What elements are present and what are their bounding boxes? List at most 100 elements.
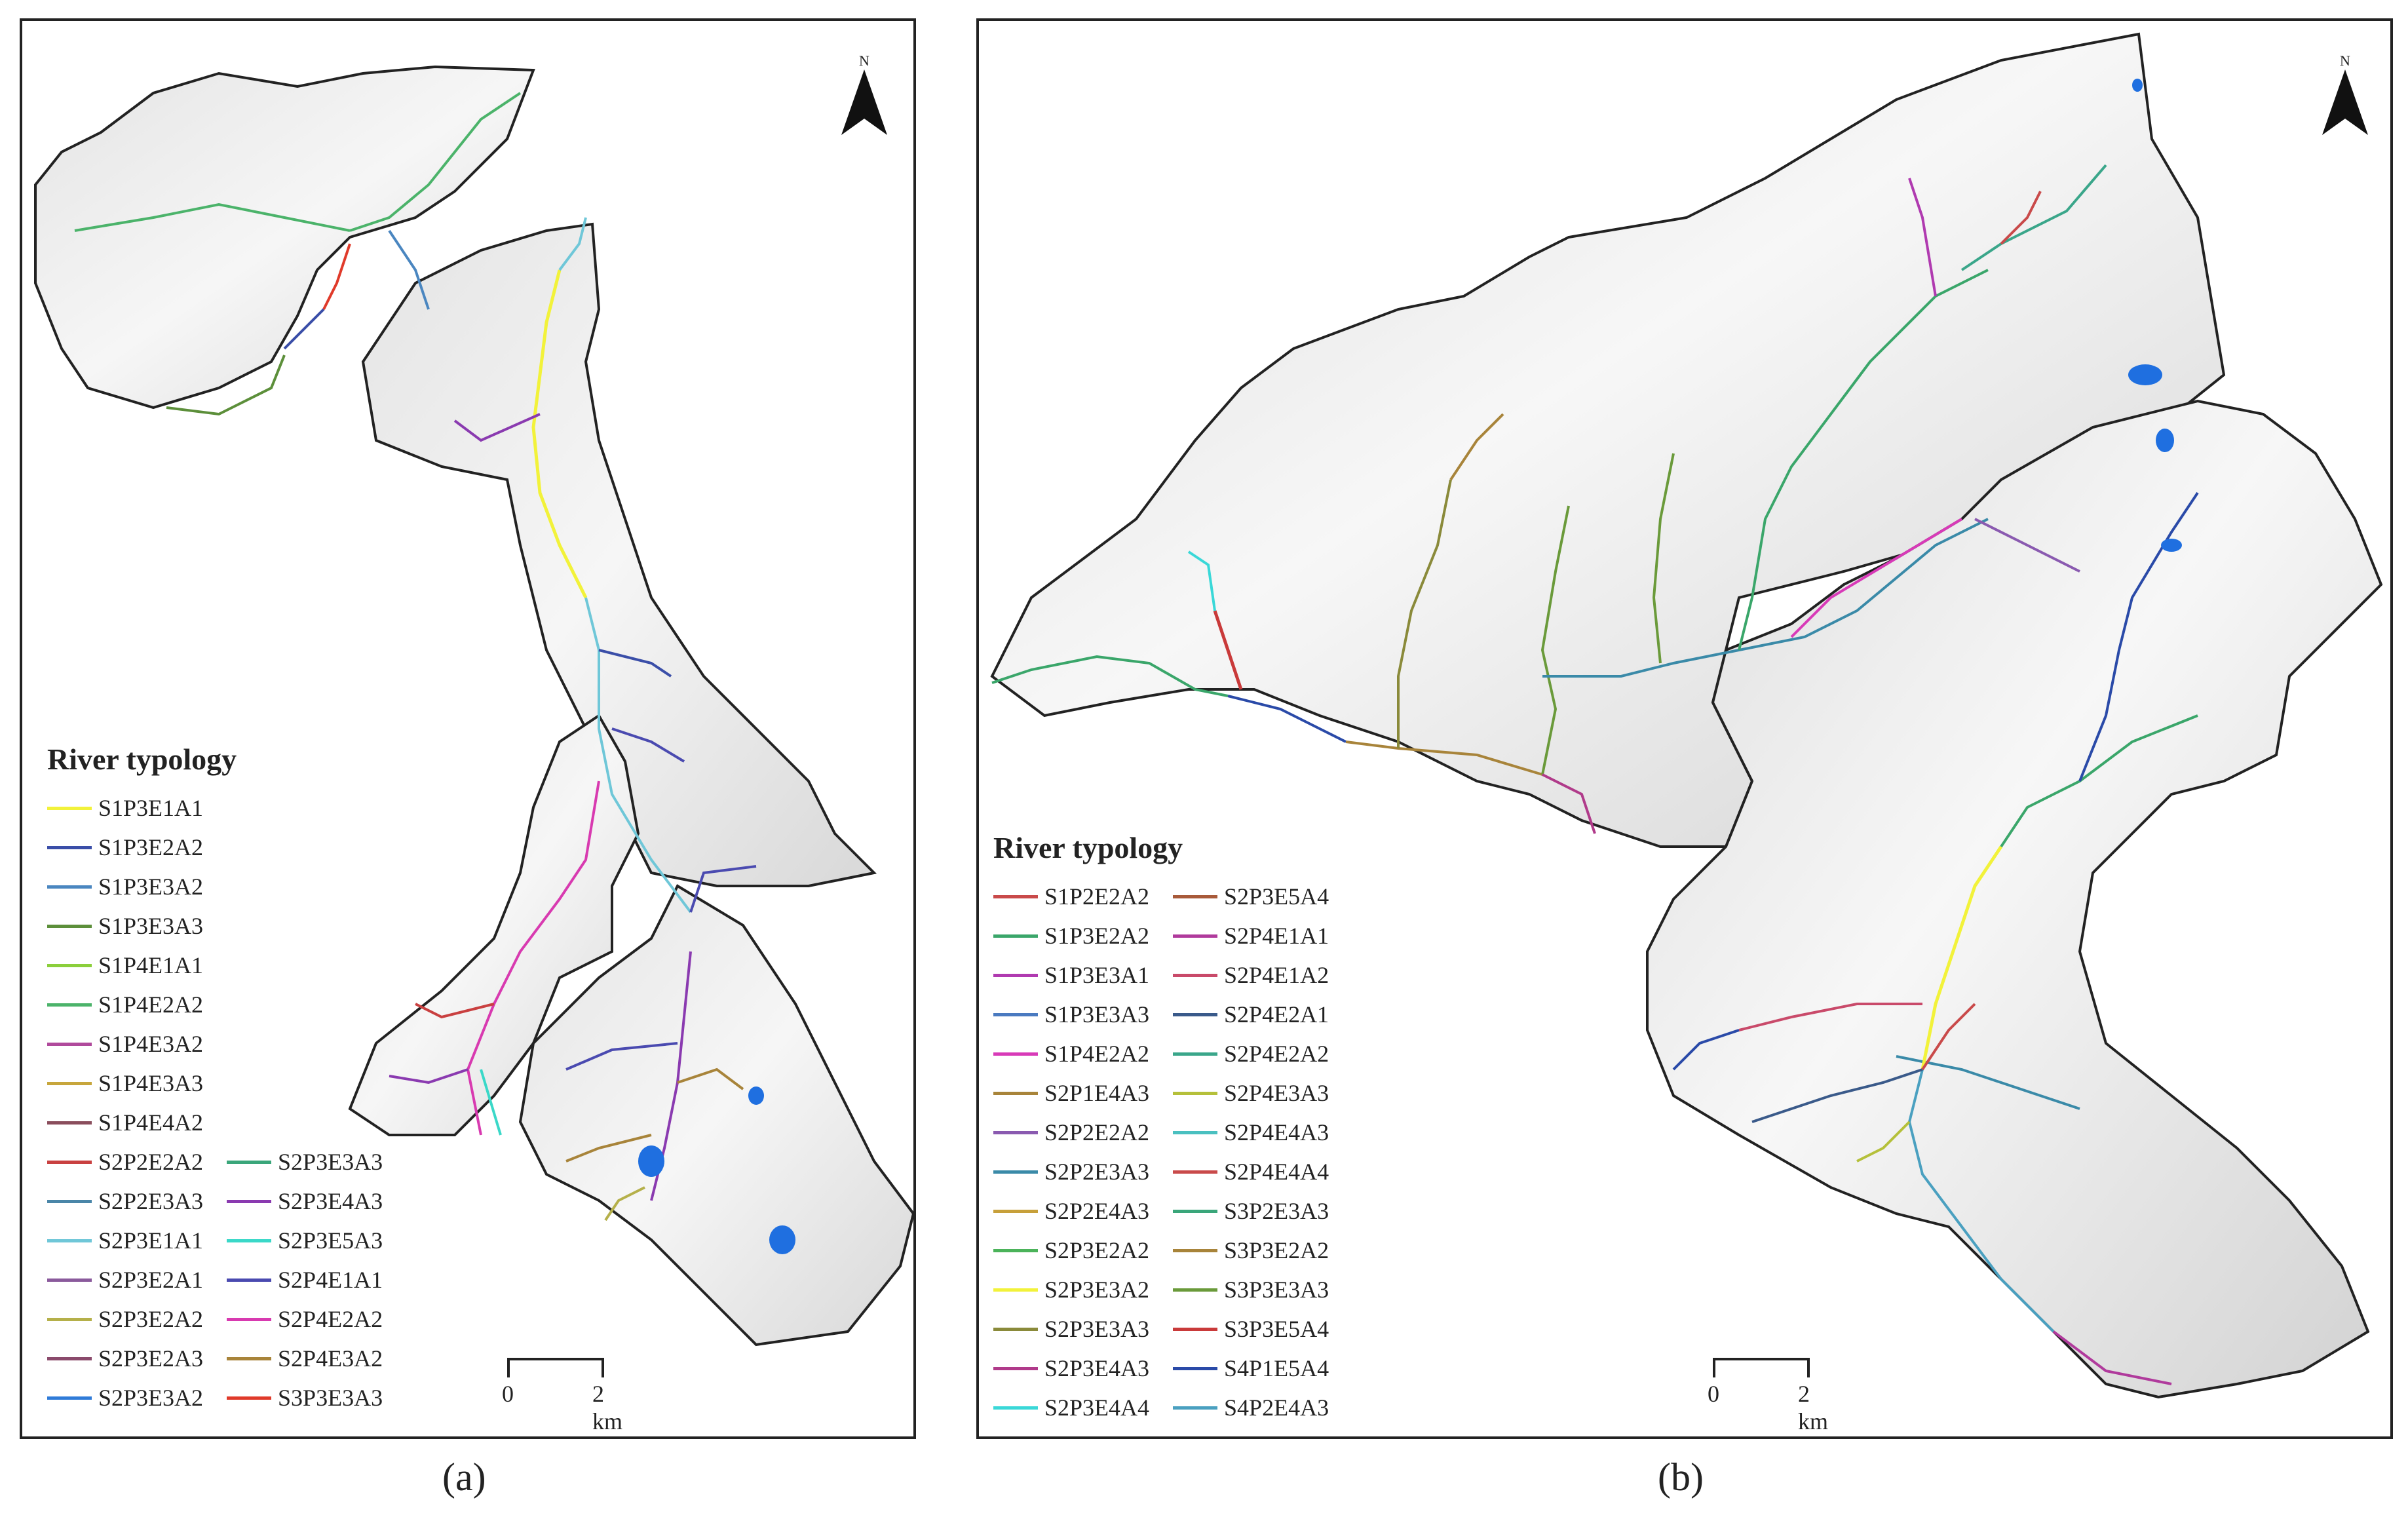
legend-swatch (1173, 934, 1218, 938)
legend-column-2: S2P3E5A4 S2P4E1A1 S2P4E1A2 S2P4E2A1 S2P4… (1173, 877, 1329, 1427)
river-segment (1652, 453, 1675, 664)
scale-bar: 0 2 km (1708, 1358, 1828, 1434)
legend-item: S1P4E3A3 (47, 1064, 203, 1103)
legend-item: S2P3E4A4 (993, 1388, 1149, 1427)
legend-item: S1P3E2A2 (47, 828, 203, 867)
legend-swatch (1173, 973, 1218, 977)
legend-swatch (993, 1366, 1038, 1370)
legend-swatch (993, 894, 1038, 898)
legend-swatch (1173, 1130, 1218, 1134)
legend-swatch (47, 1396, 92, 1400)
legend-swatch (993, 1248, 1038, 1252)
legend-item: S2P1E4A3 (993, 1073, 1149, 1113)
river-segment (1227, 695, 1347, 743)
legend-swatch (993, 1012, 1038, 1016)
legend-item: S2P3E5A4 (1173, 877, 1329, 916)
lake-marker (2132, 79, 2143, 92)
legend-swatch (47, 1278, 92, 1282)
legend-swatch (47, 1160, 92, 1164)
legend-item: S2P2E2A2 (47, 1142, 203, 1182)
subbasin-outline (518, 884, 913, 1347)
north-arrow-icon (841, 69, 887, 135)
river-segment (1449, 413, 1504, 481)
north-label: N (2340, 52, 2350, 69)
legend-swatch (227, 1160, 272, 1164)
legend-item: S1P3E2A2 (993, 916, 1149, 955)
river-segment (2052, 1330, 2172, 1385)
river-segment (1672, 1029, 1740, 1071)
subbasin-outline (1646, 399, 2383, 1399)
legend-item: S2P4E4A4 (1173, 1152, 1329, 1191)
legend-item: S4P1E5A4 (1173, 1349, 1329, 1388)
legend-item: S2P2E2A2 (993, 1113, 1149, 1152)
legend-swatch (993, 1209, 1038, 1213)
scale-label-distance: 2 km (592, 1381, 623, 1434)
legend-item: S2P3E1A1 (47, 1221, 203, 1260)
lake-marker (2156, 429, 2174, 452)
legend-swatch (1173, 1091, 1218, 1095)
river-segment (1907, 1069, 2055, 1333)
legend-item: S2P3E2A3 (47, 1339, 203, 1378)
river-segment (1974, 518, 2080, 573)
legend-item: S2P4E1A2 (1173, 955, 1329, 995)
legend-swatch (227, 1396, 272, 1400)
river-segment (1856, 1121, 1911, 1163)
legend-item: S1P4E1A1 (47, 946, 203, 985)
legend-swatch (47, 963, 92, 967)
lake-marker (769, 1225, 795, 1254)
legend-item: S3P3E3A3 (1173, 1270, 1329, 1309)
river-segment (2000, 191, 2042, 245)
legend-item: S2P3E2A2 (993, 1231, 1149, 1270)
legend-swatch (47, 1199, 92, 1203)
legend-item: S2P4E2A2 (1173, 1034, 1329, 1073)
lake-marker (638, 1145, 664, 1177)
legend-item: S2P4E4A3 (1173, 1113, 1329, 1152)
legend-item: S2P4E2A1 (1173, 995, 1329, 1034)
legend-swatch (47, 924, 92, 928)
river-segment (415, 1003, 495, 1019)
legend-item: S2P3E3A2 (993, 1270, 1149, 1309)
legend-item: S4P2E4A3 (1173, 1388, 1329, 1427)
legend-column-1: S1P2E2A2 S1P3E2A2 S1P3E3A1 S1P3E3A3 S1P4… (993, 877, 1149, 1427)
river-segment (1397, 479, 1452, 748)
legend-item: S1P3E3A3 (993, 995, 1149, 1034)
legend-swatch (47, 885, 92, 889)
river-segment (322, 243, 351, 310)
legend-item: S1P3E1A1 (47, 788, 203, 828)
legend-swatch (47, 1356, 92, 1360)
legend-item: S1P4E2A2 (47, 985, 203, 1024)
river-segment (1896, 1055, 2080, 1110)
legend-item: S3P3E2A2 (1173, 1231, 1329, 1270)
legend-item: S2P3E4A3 (993, 1349, 1149, 1388)
scale-bar-line (1713, 1358, 1810, 1377)
legend-column-2: S2P3E3A3 S2P3E4A3 S2P3E5A3 S2P4E1A1 S2P4… (227, 1142, 383, 1417)
river-segment (558, 217, 587, 271)
subbasin-outline (34, 65, 535, 410)
legend-item: S1P3E3A1 (993, 955, 1149, 995)
legend-swatch (993, 1327, 1038, 1331)
legend-swatch (993, 934, 1038, 938)
legend-item: S2P3E3A2 (47, 1378, 203, 1417)
legend-swatch (1173, 1052, 1218, 1056)
river-segment (677, 1067, 744, 1090)
scale-label-zero: 0 (1708, 1381, 1719, 1407)
north-arrow-icon (2322, 69, 2368, 135)
basin-map-a (34, 65, 913, 1347)
river-segment (2078, 491, 2199, 782)
river-segment (388, 229, 430, 310)
river-segment (531, 269, 588, 599)
legend-swatch (1173, 1170, 1218, 1174)
river-segment (1921, 845, 2003, 1070)
legend-item: S2P3E5A3 (227, 1221, 383, 1260)
scale-label-distance: 2 km (1798, 1381, 1829, 1434)
river-segment (1960, 164, 2107, 271)
river-segment (991, 655, 1229, 697)
legend-column-1: S1P3E1A1 S1P3E2A2 S1P3E3A2 S1P3E3A3 S1P4… (47, 788, 203, 1417)
legend-item: S1P2E2A2 (993, 877, 1149, 916)
panel-caption-b: (b) (1658, 1455, 1704, 1499)
legend-swatch (993, 1406, 1038, 1410)
legend-swatch (227, 1356, 272, 1360)
river-segment (1921, 1003, 1976, 1071)
river-segment (1908, 178, 1937, 297)
legend-swatch (993, 973, 1038, 977)
